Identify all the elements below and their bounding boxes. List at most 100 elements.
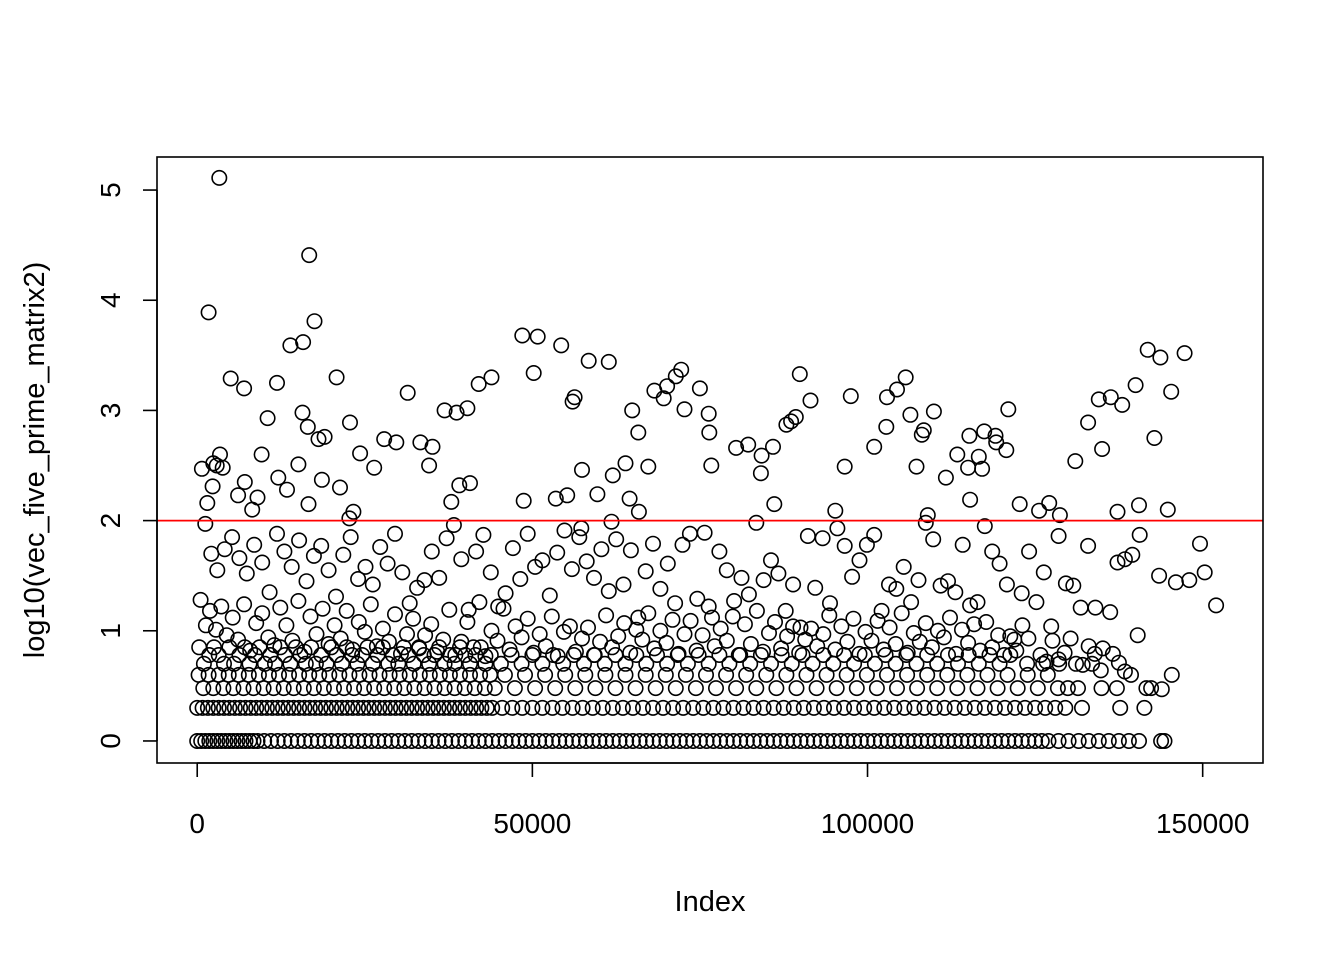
data-point: [563, 561, 580, 578]
data-point: [926, 699, 943, 716]
data-point: [524, 732, 541, 749]
data-point: [785, 618, 802, 635]
data-point: [858, 536, 875, 553]
data-point: [966, 616, 983, 633]
data-point: [1051, 507, 1068, 524]
data-point: [400, 646, 417, 663]
data-point: [1062, 630, 1079, 647]
data-point: [386, 680, 403, 697]
data-point: [887, 635, 904, 652]
data-point: [399, 384, 416, 401]
data-point: [925, 403, 942, 420]
data-point: [868, 680, 885, 697]
data-point: [325, 680, 342, 697]
data-point: [685, 699, 702, 716]
data-point: [647, 680, 664, 697]
data-point: [1112, 699, 1129, 716]
data-point: [939, 573, 956, 590]
data-point: [987, 427, 1004, 444]
data-point: [471, 594, 488, 611]
data-point: [658, 634, 675, 651]
data-point: [244, 501, 261, 518]
data-point: [929, 655, 946, 672]
data-point: [1000, 732, 1017, 749]
data-point: [328, 699, 345, 716]
data-point: [341, 510, 358, 527]
data-point: [866, 655, 883, 672]
data-point: [949, 680, 966, 697]
data-point: [742, 655, 759, 672]
data-point: [770, 565, 787, 582]
data-point: [205, 732, 222, 749]
data-point: [231, 550, 248, 567]
data-point: [1040, 732, 1057, 749]
data-point: [624, 402, 641, 419]
data-point: [405, 610, 422, 627]
data-point: [1102, 604, 1119, 621]
data-point: [305, 680, 322, 697]
data-point: [812, 732, 829, 749]
data-point: [217, 732, 234, 749]
data-point: [979, 666, 996, 683]
data-point: [993, 732, 1010, 749]
data-point: [1031, 502, 1048, 519]
data-point: [246, 646, 263, 663]
data-point: [573, 630, 590, 647]
data-point: [1109, 554, 1126, 571]
data-point: [343, 732, 360, 749]
data-point: [233, 732, 250, 749]
data-point: [251, 639, 268, 656]
data-point: [236, 596, 253, 613]
data-point: [669, 646, 686, 663]
data-point: [689, 590, 706, 607]
data-point: [794, 646, 811, 663]
data-point: [1027, 732, 1044, 749]
data-point: [448, 404, 465, 421]
data-point: [547, 680, 564, 697]
data-point: [673, 361, 690, 378]
data-point: [777, 602, 794, 619]
data-point: [225, 732, 242, 749]
data-point: [438, 530, 455, 547]
data-point: [600, 583, 617, 600]
data-point: [589, 486, 606, 503]
data-point: [758, 666, 775, 683]
data-point: [762, 552, 779, 569]
data-point: [555, 623, 572, 640]
data-point: [1065, 577, 1082, 594]
data-point: [644, 535, 661, 552]
data-point: [224, 609, 241, 626]
data-point: [269, 732, 286, 749]
data-point: [859, 732, 876, 749]
data-point: [1050, 527, 1067, 544]
data-point: [587, 680, 604, 697]
data-point: [752, 646, 769, 663]
data-point: [792, 732, 809, 749]
data-point: [371, 699, 388, 716]
data-point: [910, 572, 927, 589]
data-point: [242, 699, 259, 716]
data-point: [799, 527, 816, 544]
data-point: [230, 487, 247, 504]
data-point: [866, 732, 883, 749]
data-point: [489, 632, 506, 649]
data-point: [436, 402, 453, 419]
data-point: [504, 540, 521, 557]
data-point: [604, 732, 621, 749]
data-point: [414, 699, 431, 716]
data-point: [755, 572, 772, 589]
data-point: [949, 446, 966, 463]
data-point: [229, 732, 246, 749]
data-point: [496, 666, 513, 683]
data-point: [309, 732, 326, 749]
data-point: [213, 598, 230, 615]
data-point: [261, 584, 278, 601]
data-point: [805, 699, 822, 716]
data-point: [451, 477, 468, 494]
data-point: [988, 434, 1005, 451]
data-point: [976, 699, 993, 716]
data-point: [648, 646, 665, 663]
data-point: [350, 699, 367, 716]
data-point: [571, 529, 588, 546]
